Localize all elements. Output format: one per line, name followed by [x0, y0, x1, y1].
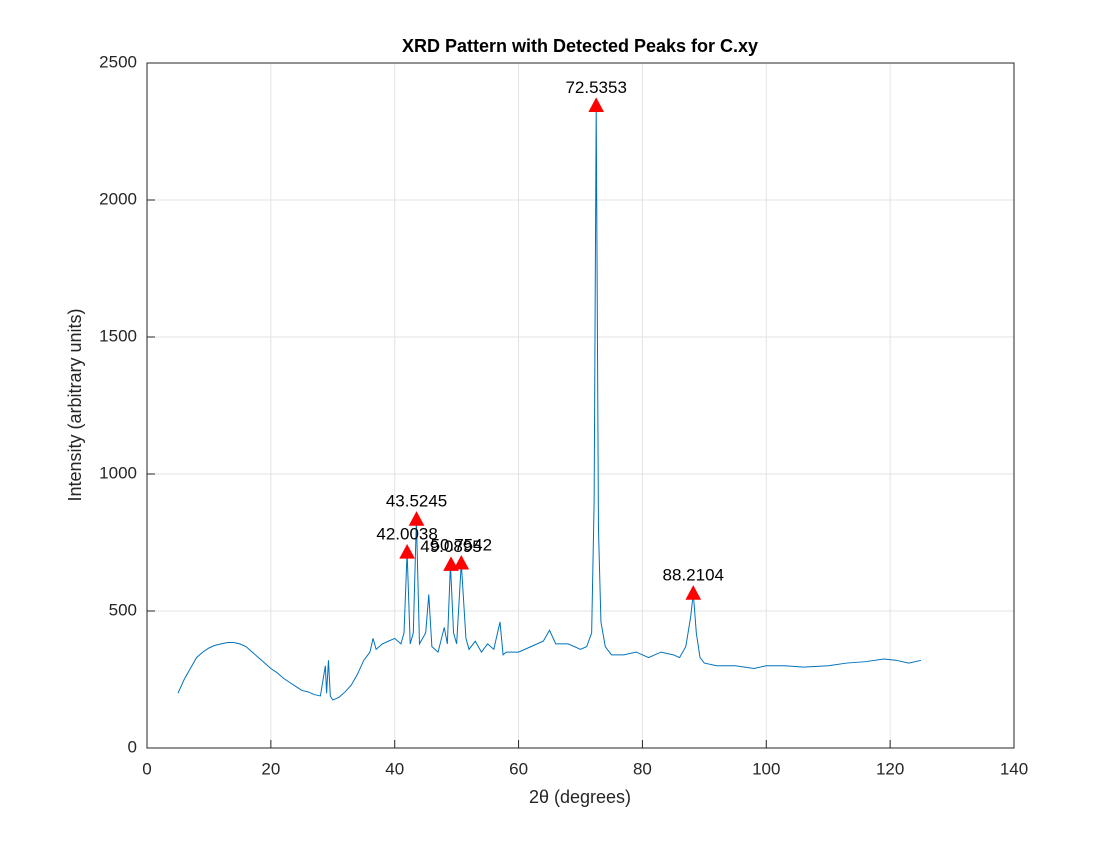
x-tick-label: 40: [385, 759, 404, 778]
peak-marker: [588, 97, 605, 112]
y-tick-label: 1000: [99, 463, 137, 482]
peak-label: 42.0038: [376, 525, 437, 544]
x-tick-label: 100: [752, 759, 780, 778]
x-tick-label: 60: [509, 759, 528, 778]
axes-box: [146, 62, 1015, 749]
x-tick-label: 80: [633, 759, 652, 778]
peak-marker: [408, 511, 425, 526]
x-tick-label: 20: [261, 759, 280, 778]
x-tick-label: 140: [1000, 759, 1028, 778]
y-tick-label: 500: [109, 600, 137, 619]
peak-marker: [443, 556, 459, 571]
x-tick-label: 120: [876, 759, 904, 778]
y-tick-label: 2500: [99, 52, 137, 71]
y-tick-label: 1500: [99, 326, 137, 345]
peak-marker: [399, 544, 415, 559]
plot-area: [147, 63, 1014, 748]
peak-label: 43.5245: [386, 492, 447, 511]
y-axis-label: Intensity (arbitrary units): [65, 308, 85, 501]
y-tick-label: 0: [128, 737, 137, 756]
y-tick-label: 2000: [99, 189, 137, 208]
peak-marker: [453, 554, 470, 570]
peak-label: 50.7542: [431, 536, 492, 555]
chart-title: XRD Pattern with Detected Peaks for C.xy: [402, 36, 758, 56]
peak-label: 49.0895: [420, 537, 481, 556]
x-axis-label: 2θ (degrees): [529, 787, 631, 807]
x-tick-label: 0: [142, 759, 151, 778]
peak-label: 88.2104: [663, 566, 724, 585]
peak-marker: [685, 585, 702, 600]
peak-label: 72.5353: [565, 78, 626, 97]
data-line: [177, 105, 922, 701]
